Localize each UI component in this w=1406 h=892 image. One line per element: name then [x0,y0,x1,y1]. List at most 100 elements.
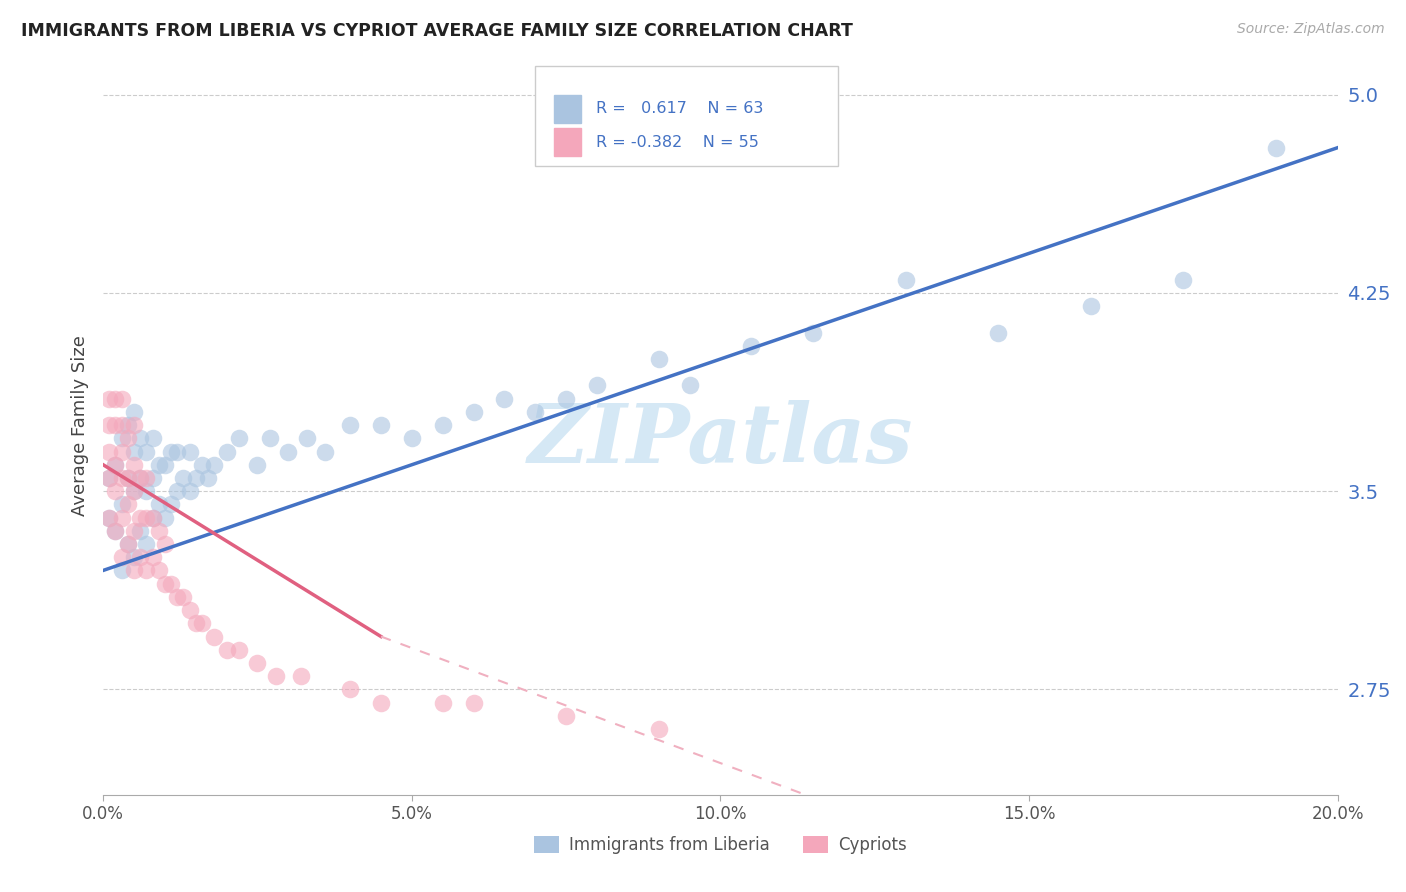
Point [202,630,225,644]
Point [117,537,139,551]
Point [135,471,157,485]
Point [129,524,152,538]
Text: ZIPatlas: ZIPatlas [527,400,914,480]
Point [135,564,157,578]
Point [141,510,163,524]
Point [122,484,145,499]
Point [339,682,361,697]
Point [135,510,157,524]
Point [432,696,454,710]
Point [432,418,454,433]
Point [111,444,134,458]
Point [122,484,145,499]
Point [135,537,157,551]
Point [401,431,423,445]
Point [191,616,214,631]
Point [104,484,127,499]
Point [122,405,145,419]
Point [111,497,134,511]
Point [648,352,671,367]
Point [122,564,145,578]
Point [104,458,127,472]
Point [215,444,238,458]
Point [295,431,318,445]
Bar [554,128,581,156]
Point [678,378,700,392]
Point [153,576,176,591]
Point [104,418,127,433]
Point [184,616,207,631]
Point [463,405,485,419]
Y-axis label: Average Family Size: Average Family Size [72,334,89,516]
Point [987,326,1010,340]
Point [264,669,287,683]
Point [202,458,225,472]
Point [117,471,139,485]
Point [148,458,170,472]
Point [160,444,183,458]
Point [135,484,157,499]
Point [98,510,121,524]
Point [111,510,134,524]
Point [463,696,485,710]
Point [160,497,183,511]
Point [740,339,762,353]
Point [197,471,219,485]
Text: Source: ZipAtlas.com: Source: ZipAtlas.com [1237,22,1385,37]
Point [290,669,312,683]
Point [1080,299,1102,313]
Legend: Immigrants from Liberia, Cypriots: Immigrants from Liberia, Cypriots [527,830,914,861]
Point [111,564,134,578]
Point [179,484,201,499]
Point [104,458,127,472]
Point [191,458,214,472]
Point [129,471,152,485]
Point [117,537,139,551]
Point [370,418,392,433]
Point [104,524,127,538]
Point [117,418,139,433]
Point [148,524,170,538]
Point [98,471,121,485]
Point [122,550,145,565]
Point [166,484,188,499]
Point [648,722,671,736]
Point [141,510,163,524]
Point [98,418,121,433]
Point [117,471,139,485]
Point [135,444,157,458]
Point [172,471,194,485]
Point [122,418,145,433]
Point [117,497,139,511]
Point [586,378,609,392]
Point [98,392,121,406]
Point [111,471,134,485]
Point [141,550,163,565]
Point [153,537,176,551]
Point [166,590,188,604]
Point [141,431,163,445]
Point [184,471,207,485]
Point [494,392,516,406]
Point [370,696,392,710]
Point [166,444,188,458]
Point [129,550,152,565]
Point [153,510,176,524]
Point [122,458,145,472]
Point [179,603,201,617]
Point [555,708,578,723]
Point [122,524,145,538]
Point [129,510,152,524]
Point [228,642,250,657]
Point [215,642,238,657]
Point [122,444,145,458]
Point [1173,273,1195,287]
Point [148,497,170,511]
Point [160,576,183,591]
Point [111,550,134,565]
Point [129,471,152,485]
Point [801,326,824,340]
Point [111,392,134,406]
Point [339,418,361,433]
Point [98,444,121,458]
